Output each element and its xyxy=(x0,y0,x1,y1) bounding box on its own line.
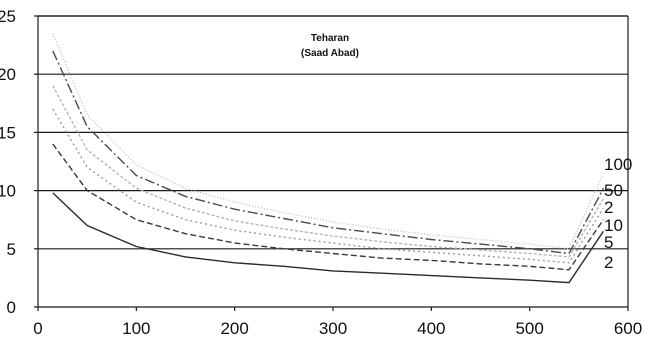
chart-subtitle: (Saad Abad) xyxy=(301,48,359,59)
x-tick-label: 0 xyxy=(33,319,42,338)
series-line-1 xyxy=(52,143,604,271)
series-line-4 xyxy=(52,50,605,255)
series-line-5 xyxy=(52,33,605,250)
x-tick-label: 400 xyxy=(417,319,445,338)
x-tick-label: 600 xyxy=(614,319,642,338)
chart-title: Teharan xyxy=(311,33,349,44)
series-label-3: 2 xyxy=(604,198,613,217)
y-tick-label: 20 xyxy=(0,65,16,84)
y-tick-label: 10 xyxy=(0,182,16,201)
y-tick-label: 25 xyxy=(0,7,16,26)
series-label-2: 10 xyxy=(604,216,623,235)
series-lines xyxy=(52,33,605,284)
series-line-0 xyxy=(52,192,604,284)
series-label-1: 5 xyxy=(604,233,613,252)
x-tick-label: 300 xyxy=(319,319,347,338)
x-tick-label: 200 xyxy=(220,319,248,338)
series-line-3 xyxy=(52,85,605,258)
y-tick-label: 5 xyxy=(7,240,16,259)
axes xyxy=(34,15,629,311)
y-tick-label: 0 xyxy=(7,298,16,317)
x-tick-label: 500 xyxy=(515,319,543,338)
series-line-2 xyxy=(52,108,604,264)
y-tick-label: 15 xyxy=(0,123,16,142)
x-tick-label: 100 xyxy=(122,319,150,338)
series-label-0: 2 xyxy=(604,253,613,272)
series-label-4: 50 xyxy=(604,181,623,200)
series-label-5: 100 xyxy=(604,155,632,174)
